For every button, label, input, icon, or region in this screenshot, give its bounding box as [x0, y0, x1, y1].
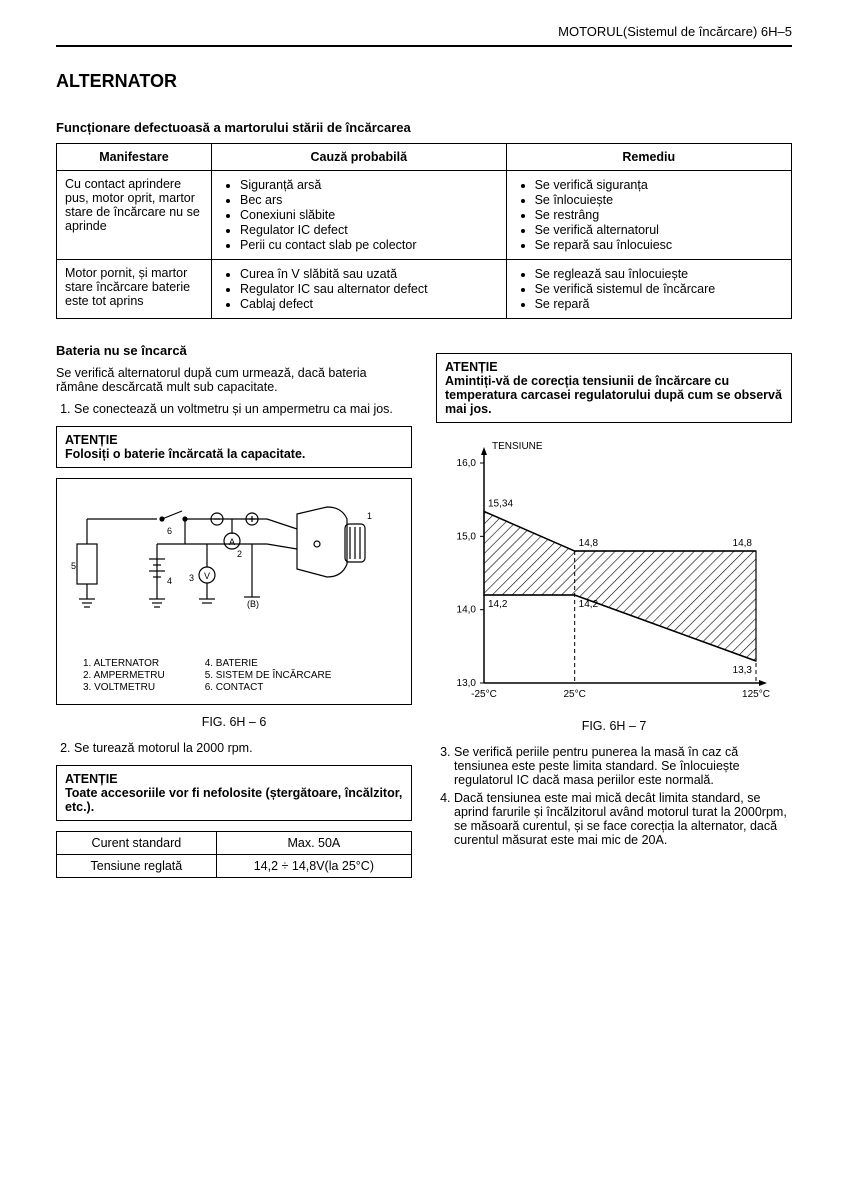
th-manifestare: Manifestare — [57, 144, 212, 171]
svg-text:1: 1 — [367, 511, 372, 521]
svg-text:5: 5 — [71, 561, 76, 571]
spec-table: Curent standard Max. 50A Tensiune reglat… — [56, 831, 412, 878]
svg-text:TENSIUNE: TENSIUNE — [492, 441, 543, 452]
steps-list-left: Se conectează un voltmetru și un amperme… — [56, 402, 412, 416]
note-3-body: Amintiți-vă de corecția tensiunii de înc… — [445, 374, 783, 416]
table-cell-remediu: Se verifică siguranțaSe înlocuieșteSe re… — [506, 171, 791, 260]
note-3-title: ATENȚIE — [445, 360, 783, 374]
table-cell-manifestare: Cu contact aprindere pus, motor oprit, m… — [57, 171, 212, 260]
section2-intro: Se verifică alternatorul după cum urmeaz… — [56, 366, 412, 394]
section2-heading: Bateria nu se încarcă — [56, 343, 412, 358]
svg-text:A: A — [229, 537, 235, 547]
svg-text:3: 3 — [189, 573, 194, 583]
note-2-title: ATENȚIE — [65, 772, 403, 786]
spec-r2c1: Tensiune reglată — [57, 855, 217, 878]
svg-text:V: V — [204, 571, 210, 581]
note-2: ATENȚIE Toate accesoriile vor fi nefolos… — [56, 765, 412, 821]
step-1: Se conectează un voltmetru și un amperme… — [74, 402, 412, 416]
fig-6h-7: TENSIUNE 13,0 14,0 15,0 16,0 15,34 14,2 14,8 14,… — [436, 433, 792, 713]
note-1-body: Folosiți o baterie încărcată la capacita… — [65, 447, 403, 461]
page-header: MOTORUL(Sistemul de încărcare) 6H–5 — [56, 24, 792, 39]
svg-text:(B): (B) — [247, 599, 259, 609]
table-cell-cauza: Siguranță arsăBec arsConexiuni slăbiteRe… — [212, 171, 507, 260]
th-cauza: Cauză probabilă — [212, 144, 507, 171]
svg-text:14,2: 14,2 — [579, 599, 599, 610]
left-column: Bateria nu se încarcă Se verifică altern… — [56, 343, 412, 878]
svg-text:14,8: 14,8 — [733, 538, 753, 549]
svg-text:14,8: 14,8 — [579, 538, 599, 549]
th-remediu: Remediu — [506, 144, 791, 171]
svg-text:6: 6 — [167, 526, 172, 536]
section1-heading: Funcționare defectuoasă a martorului stă… — [56, 120, 792, 135]
steps-list-right: Se verifică periile pentru punerea la ma… — [436, 745, 792, 847]
right-column: ATENȚIE Amintiți-vă de corecția tensiuni… — [436, 343, 792, 855]
voltage-temp-chart: TENSIUNE 13,0 14,0 15,0 16,0 15,34 14,2 14,8 14,… — [436, 433, 776, 713]
note-1-title: ATENȚIE — [65, 433, 403, 447]
troubleshoot-table: Manifestare Cauză probabilă Remediu Cu c… — [56, 143, 792, 319]
note-1: ATENȚIE Folosiți o baterie încărcată la … — [56, 426, 412, 468]
fig-6h-6: 5 6 — [56, 478, 412, 705]
svg-text:25°C: 25°C — [563, 689, 585, 700]
step-4: Dacă tensiunea este mai mică decât limit… — [454, 791, 792, 847]
svg-text:13,3: 13,3 — [733, 665, 753, 676]
circuit-diagram: 5 6 — [67, 489, 387, 649]
svg-text:15,34: 15,34 — [488, 498, 513, 509]
spec-r1c2: Max. 50A — [216, 832, 411, 855]
svg-text:14,2: 14,2 — [488, 599, 508, 610]
svg-text:13,0: 13,0 — [457, 678, 477, 689]
fig6-legend: 1. ALTERNATOR2. AMPERMETRU3. VOLTMETRU 4… — [67, 657, 401, 694]
table-cell-remediu: Se reglează sau înlocuieșteSe verifică s… — [506, 260, 791, 319]
table-cell-manifestare: Motor pornit, și martor stare încărcare … — [57, 260, 212, 319]
step-2: Se turează motorul la 2000 rpm. — [74, 741, 412, 755]
svg-text:16,0: 16,0 — [457, 458, 477, 469]
fig6-caption: FIG. 6H – 6 — [56, 715, 412, 729]
svg-text:4: 4 — [167, 576, 172, 586]
header-rule — [56, 45, 792, 47]
fig7-caption: FIG. 6H – 7 — [436, 719, 792, 733]
steps-list-left-2: Se turează motorul la 2000 rpm. — [56, 741, 412, 755]
spec-r1c1: Curent standard — [57, 832, 217, 855]
spec-r2c2: 14,2 ÷ 14,8V(la 25°C) — [216, 855, 411, 878]
svg-text:-25°C: -25°C — [471, 689, 497, 700]
step-3: Se verifică periile pentru punerea la ma… — [454, 745, 792, 787]
page-title: ALTERNATOR — [56, 71, 792, 92]
svg-text:15,0: 15,0 — [457, 531, 477, 542]
note-2-body: Toate accesoriile vor fi nefolosite (ște… — [65, 786, 403, 814]
svg-text:2: 2 — [237, 549, 242, 559]
table-cell-cauza: Curea în V slăbită sau uzatăRegulator IC… — [212, 260, 507, 319]
svg-text:125°C: 125°C — [742, 689, 770, 700]
svg-text:14,0: 14,0 — [457, 605, 477, 616]
note-3: ATENȚIE Amintiți-vă de corecția tensiuni… — [436, 353, 792, 423]
